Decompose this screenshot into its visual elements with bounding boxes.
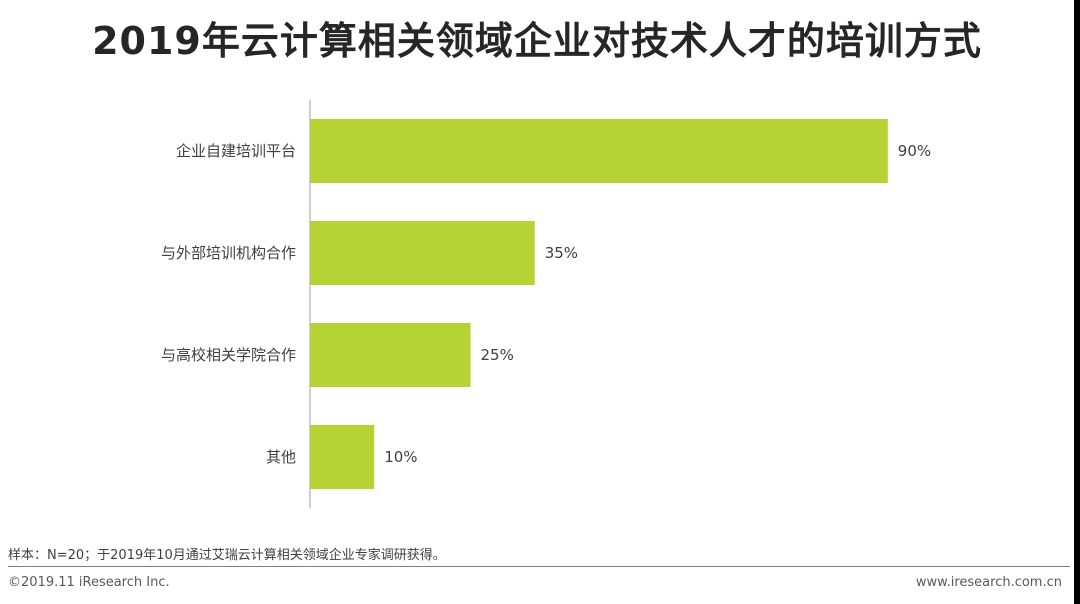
category-label: 其他 bbox=[266, 448, 296, 466]
website-text: www.iresearch.com.cn bbox=[915, 575, 1062, 590]
sample-note: 样本：N=20；于2019年10月通过艾瑞云计算相关领域企业专家调研获得。 bbox=[8, 548, 446, 563]
value-label: 90% bbox=[898, 142, 931, 160]
bar bbox=[310, 221, 535, 285]
category-label: 与外部培训机构合作 bbox=[161, 244, 296, 262]
bar bbox=[310, 425, 375, 489]
bar bbox=[310, 323, 471, 387]
bar bbox=[310, 119, 888, 183]
value-label: 35% bbox=[545, 244, 578, 262]
bar-chart: 企业自建培训平台 90% 与外部培训机构合作 35% 与高校相关学院合作 25% 其他 10% bbox=[161, 100, 931, 508]
copyright-text: ©2019.11 iResearch Inc. bbox=[8, 575, 170, 590]
value-label: 25% bbox=[481, 346, 514, 364]
category-label: 企业自建培训平台 bbox=[176, 142, 296, 160]
footer-divider bbox=[8, 566, 1070, 567]
chart-title: 2019年云计算相关领域企业对技术人才的培训方式 bbox=[92, 19, 982, 63]
value-label: 10% bbox=[384, 448, 417, 466]
category-label: 与高校相关学院合作 bbox=[161, 346, 296, 364]
